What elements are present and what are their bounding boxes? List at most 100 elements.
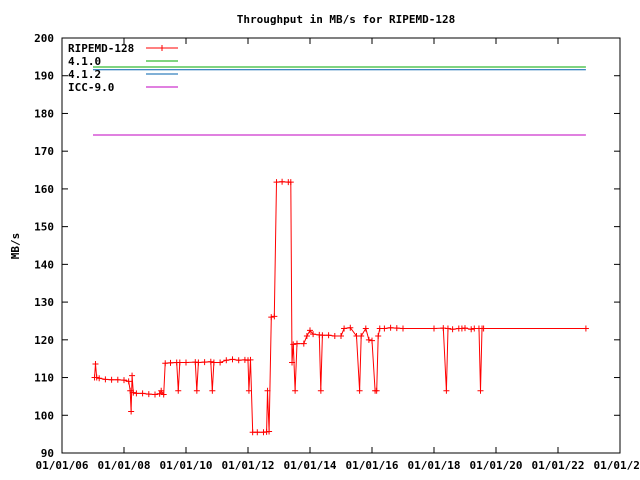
x-tick-label: 01/01/14 [284, 459, 337, 472]
data-point [139, 390, 146, 397]
data-point [175, 387, 182, 394]
x-tick-label: 01/01/08 [98, 459, 151, 472]
data-point [210, 359, 217, 366]
chart-title: Throughput in MB/s for RIPEMD-128 [237, 13, 456, 26]
data-point [462, 325, 468, 332]
data-point [273, 179, 280, 186]
data-point [292, 387, 299, 394]
legend-item: ICC-9.0 [68, 81, 178, 94]
data-point [582, 325, 589, 332]
data-point [317, 387, 324, 394]
data-point [114, 376, 121, 383]
y-tick-label: 200 [34, 32, 54, 45]
data-point [92, 360, 99, 367]
data-point [156, 390, 163, 397]
data-point [444, 325, 451, 332]
data-point [128, 408, 135, 415]
data-point [125, 378, 132, 385]
data-point [443, 387, 450, 394]
data-point [362, 325, 369, 332]
data-point [338, 333, 344, 340]
data-point [369, 337, 375, 344]
data-point [293, 340, 300, 347]
data-point [201, 359, 208, 366]
data-point [356, 387, 363, 394]
data-point [387, 324, 394, 331]
data-point [358, 333, 365, 340]
y-tick-label: 150 [34, 221, 54, 234]
data-point [229, 356, 236, 363]
data-point [121, 377, 127, 384]
x-tick-label: 01/01/18 [408, 459, 461, 472]
data-point [400, 325, 406, 332]
data-point [266, 428, 273, 435]
data-point [307, 327, 313, 334]
data-point [347, 324, 354, 331]
y-tick-label: 100 [34, 409, 54, 422]
data-point [431, 325, 437, 332]
data-point [247, 356, 254, 363]
x-tick-label: 01/01/22 [532, 459, 585, 472]
legend-marker [159, 45, 165, 51]
data-point [158, 387, 165, 394]
data-point [468, 326, 475, 333]
data-point [235, 357, 242, 364]
data-point [254, 429, 261, 436]
data-point [264, 387, 271, 394]
data-point [290, 341, 297, 348]
plot-frame [61, 37, 621, 454]
y-axis: 90 100 110 120 130 140 150 160 170 180 190 200 [34, 32, 620, 460]
data-point [373, 387, 380, 394]
legend-item: 4.1.2 [68, 68, 178, 81]
data-point [127, 387, 134, 394]
data-point [152, 391, 158, 398]
data-point [279, 178, 286, 185]
data-point [162, 360, 169, 367]
data-point [300, 340, 307, 347]
data-point [209, 387, 216, 394]
y-tick-label: 130 [34, 296, 54, 309]
data-point [176, 359, 183, 366]
data-point [393, 325, 400, 332]
data-point [381, 325, 388, 332]
y-tick-label: 120 [34, 334, 54, 347]
data-point [375, 333, 382, 340]
data-point [449, 326, 456, 333]
data-point [287, 179, 294, 186]
data-point [129, 372, 136, 379]
x-tick-label: 01/01/12 [222, 459, 275, 472]
data-point [268, 314, 275, 321]
x-tick-label: 01/01/06 [36, 459, 89, 472]
data-point [271, 313, 278, 320]
data-point [480, 325, 487, 332]
legend-label: ICC-9.0 [68, 81, 114, 94]
y-tick-label: 90 [41, 447, 54, 460]
data-point [102, 376, 109, 383]
data-point [310, 331, 317, 338]
y-tick-label: 110 [34, 372, 54, 385]
series-ripemd-128 [91, 178, 589, 436]
data-point [195, 359, 202, 366]
data-point [130, 389, 137, 396]
data-point [160, 391, 167, 398]
legend-label: 4.1.0 [68, 55, 101, 68]
y-tick-label: 140 [34, 258, 54, 271]
data-point [365, 336, 372, 343]
data-point [245, 387, 252, 394]
data-point [217, 359, 224, 366]
y-axis-label: MB/s [9, 233, 22, 260]
y-tick-label: 190 [34, 70, 54, 83]
data-point [223, 357, 230, 364]
legend-label: RIPEMD-128 [68, 42, 134, 55]
x-tick-label: 01/01/24 [594, 459, 640, 472]
data-point [183, 359, 189, 366]
data-point [341, 325, 348, 332]
data-point [303, 333, 310, 340]
y-tick-label: 170 [34, 145, 54, 158]
data-point [207, 358, 214, 365]
data-point [133, 390, 140, 397]
y-tick-label: 160 [34, 183, 54, 196]
data-point [477, 387, 484, 394]
